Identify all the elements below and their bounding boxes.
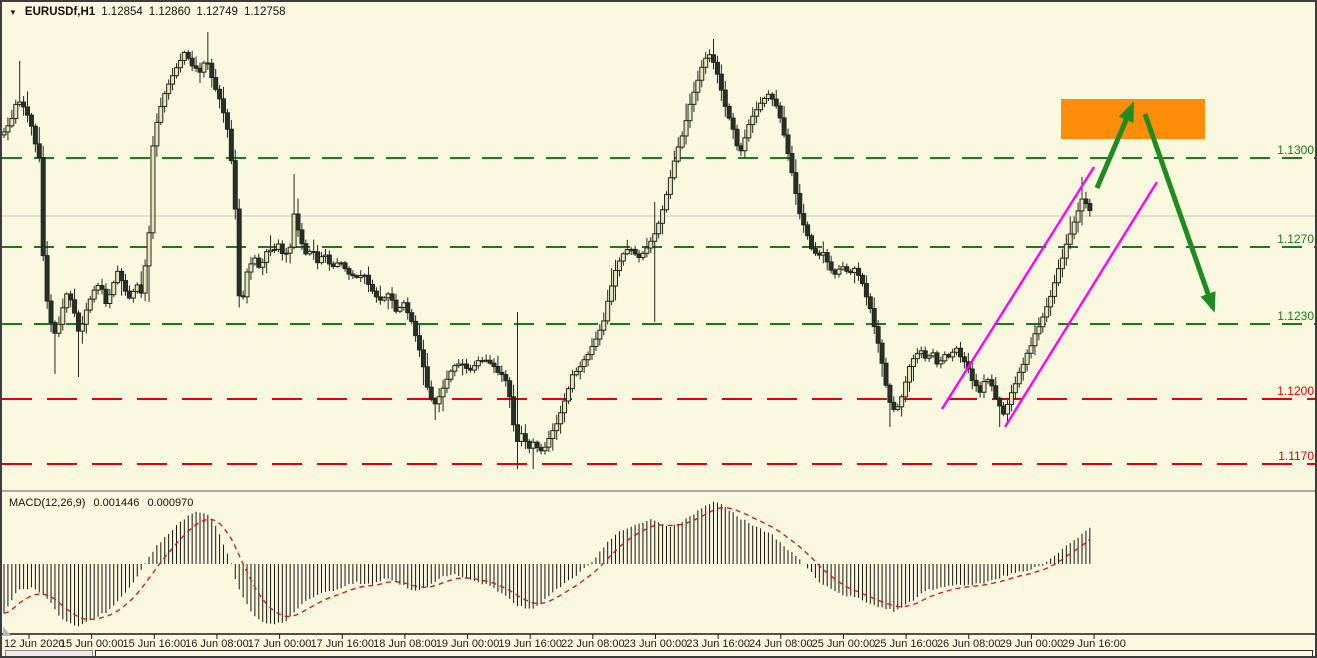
horizontal-scrollbar-thumb[interactable] (5, 650, 93, 656)
svg-text:1.1270: 1.1270 (1277, 232, 1314, 246)
svg-text:18 Jun 08:00: 18 Jun 08:00 (373, 638, 437, 650)
svg-text:15 Jun 16:00: 15 Jun 16:00 (122, 638, 186, 650)
price-axis-labels: 1.1300 1.1270 1.1230 1.1200 1.1170 (1277, 143, 1314, 463)
svg-text:29 Jun 16:00: 29 Jun 16:00 (1062, 638, 1126, 650)
ohlc-high: 1.12860 (148, 6, 191, 18)
macd-signal-value: 0.000970 (147, 497, 194, 509)
macd-value: 0.001446 (93, 497, 140, 509)
macd-signal-line (3, 506, 1091, 621)
svg-text:19 Jun 00:00: 19 Jun 00:00 (436, 638, 500, 650)
svg-text:23 Jun 16:00: 23 Jun 16:00 (686, 638, 750, 650)
ohlc-open: 1.12854 (101, 6, 143, 18)
symbol-dropdown-icon[interactable]: ▼ (9, 7, 17, 17)
svg-text:12 Jun 2020: 12 Jun 2020 (4, 638, 65, 650)
macd-name: MACD(12,26,9) (9, 497, 86, 509)
macd-histogram-layer (3, 501, 1091, 627)
svg-text:19 Jun 16:00: 19 Jun 16:00 (498, 638, 562, 650)
panel-resize-grip[interactable] (3, 627, 12, 636)
svg-text:17 Jun 00:00: 17 Jun 00:00 (248, 638, 312, 650)
svg-text:24 Jun 08:00: 24 Jun 08:00 (749, 638, 813, 650)
svg-text:1.1200: 1.1200 (1277, 384, 1314, 398)
svg-text:1.1300: 1.1300 (1277, 143, 1314, 157)
svg-text:1.1230: 1.1230 (1277, 309, 1314, 323)
svg-text:16 Jun 08:00: 16 Jun 08:00 (185, 638, 249, 650)
svg-text:15 Jun 00:00: 15 Jun 00:00 (60, 638, 124, 650)
svg-text:25 Jun 16:00: 25 Jun 16:00 (874, 638, 938, 650)
svg-text:26 Jun 08:00: 26 Jun 08:00 (937, 638, 1001, 650)
horizontal-scrollbar-track[interactable] (95, 650, 1313, 656)
ohlc-close: 1.12758 (243, 6, 286, 18)
svg-text:29 Jun 00:00: 29 Jun 00:00 (1000, 638, 1064, 650)
macd-indicator-label: MACD(12,26,9) 0.001446 0.000970 (9, 497, 198, 509)
price-level-lines (2, 157, 1315, 465)
macd-signal-layer (3, 506, 1091, 621)
svg-text:23 Jun 00:00: 23 Jun 00:00 (624, 638, 688, 650)
svg-text:1.1170: 1.1170 (1278, 449, 1314, 463)
panel-separators (2, 490, 1315, 635)
chart-title: ▼ EURUSDf,H1 1.12854 1.12860 1.12749 1.1… (9, 6, 286, 18)
svg-text:25 Jun 00:00: 25 Jun 00:00 (812, 638, 876, 650)
projection-arrows[interactable] (1094, 101, 1216, 313)
symbol-period-label: EURUSDf,H1 (24, 6, 96, 18)
trend-channel[interactable] (940, 166, 1159, 428)
ohlc-low: 1.12749 (196, 6, 238, 18)
candlestick-layer (2, 32, 1093, 469)
svg-text:17 Jun 16:00: 17 Jun 16:00 (310, 638, 374, 650)
svg-text:22 Jun 08:00: 22 Jun 08:00 (561, 638, 625, 650)
target-zone-box[interactable] (1061, 99, 1205, 139)
